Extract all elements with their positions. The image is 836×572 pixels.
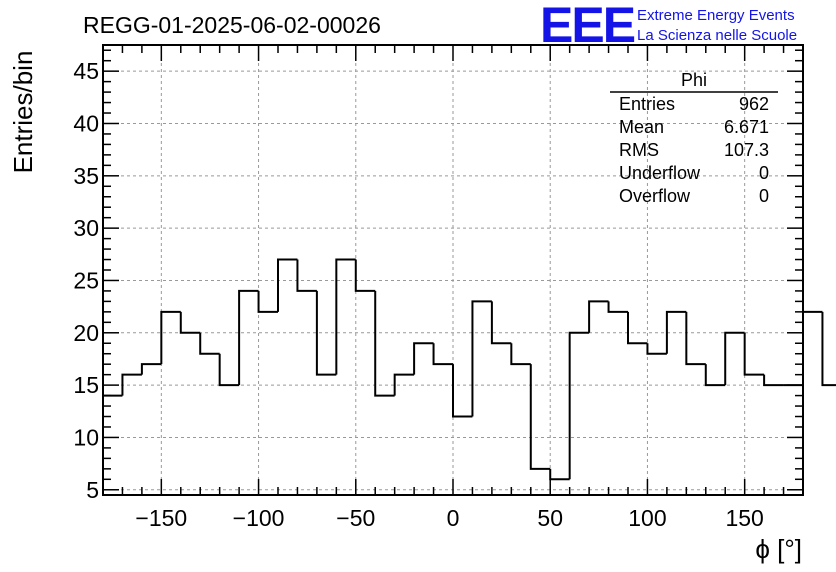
x-tick-label: −50: [336, 505, 375, 531]
histogram-bin: [510, 343, 531, 366]
histogram-bin: [179, 311, 201, 334]
histogram-bin: [490, 301, 512, 345]
x-tick-label: −150: [135, 505, 187, 531]
histogram-bin: [218, 353, 240, 387]
histogram-bin: [199, 332, 220, 355]
stats-label-rms: RMS: [619, 140, 659, 160]
histogram-bin: [277, 258, 298, 312]
brand-line-1: Extreme Energy Events: [637, 7, 795, 24]
histogram-bin: [413, 342, 434, 375]
y-tick-label: 5: [86, 477, 99, 503]
histogram-bin: [743, 332, 765, 376]
histogram-bin: [354, 259, 376, 292]
histogram-bin: [802, 310, 823, 386]
x-tick-label: 50: [537, 505, 563, 531]
stats-label-overflow: Overflow: [619, 186, 691, 206]
histogram-bin: [296, 259, 317, 292]
histogram-bin: [452, 364, 473, 418]
histogram-bin: [685, 311, 706, 366]
y-tick-label: 25: [73, 267, 99, 293]
y-axis-title: Entries/bin: [8, 51, 38, 174]
y-tick-label: 40: [73, 110, 99, 136]
y-tick-label: 10: [73, 424, 99, 450]
y-tick-label: 35: [73, 163, 99, 189]
histogram-bin: [724, 331, 745, 386]
x-tick-label: 0: [447, 505, 460, 531]
stats-box: Phi Entries 962 Mean 6.671 RMS 107.3 Und…: [610, 70, 778, 206]
histogram-bin: [529, 364, 551, 470]
histogram-bin: [588, 300, 609, 333]
histogram-bin: [568, 331, 590, 480]
stats-value-entries: 962: [739, 94, 769, 114]
stats-label-entries: Entries: [619, 94, 675, 114]
eee-logo: EEE: [540, 0, 635, 53]
grid-lines: [103, 45, 803, 495]
x-axis-title: ϕ [°]: [755, 534, 802, 564]
stats-label-mean: Mean: [619, 117, 664, 137]
histogram-bin: [763, 374, 784, 387]
histogram-bins: [103, 258, 836, 481]
histogram-bin: [432, 343, 453, 366]
histogram-bin: [257, 290, 278, 313]
stats-value-rms: 107.3: [724, 140, 769, 160]
histogram-bin: [665, 310, 687, 354]
axis-ticks: [103, 45, 803, 495]
stats-label-underflow: Underflow: [619, 163, 701, 183]
y-tick-label: 45: [73, 58, 99, 84]
x-tick-label: 150: [725, 505, 763, 531]
histogram-bin: [471, 300, 492, 417]
y-tick-labels: 5 10 15 20 25 30 35 40 45: [73, 58, 99, 503]
histogram-bin: [393, 373, 415, 396]
chart-title: REGG-01-2025-06-02-00026: [83, 12, 381, 38]
x-tick-label: 100: [628, 505, 666, 531]
stats-value-overflow: 0: [759, 186, 769, 206]
histogram-bin: [821, 311, 836, 387]
histogram-bin: [607, 301, 628, 313]
stats-title: Phi: [681, 70, 707, 90]
stats-value-mean: 6.671: [724, 117, 769, 137]
y-tick-label: 20: [73, 320, 99, 346]
histogram-bin: [160, 310, 181, 365]
brand-line-2: La Scienza nelle Scuole: [637, 27, 797, 44]
histogram-bin: [121, 373, 142, 396]
histogram-bin: [549, 468, 570, 481]
histogram-bin: [315, 290, 337, 376]
histogram-bin: [704, 364, 726, 387]
histogram-bin: [627, 311, 648, 345]
histogram-bin: [238, 289, 259, 386]
stats-value-underflow: 0: [759, 163, 769, 183]
x-tick-label: −100: [233, 505, 285, 531]
histogram-bin: [646, 343, 667, 355]
y-tick-label: 30: [73, 215, 99, 241]
histogram-bin: [140, 363, 162, 375]
histogram-bin: [335, 258, 356, 375]
y-tick-label: 15: [73, 372, 99, 398]
x-tick-labels: −150 −100 −50 0 50 100 150: [135, 505, 763, 531]
histogram-bin: [374, 290, 395, 397]
